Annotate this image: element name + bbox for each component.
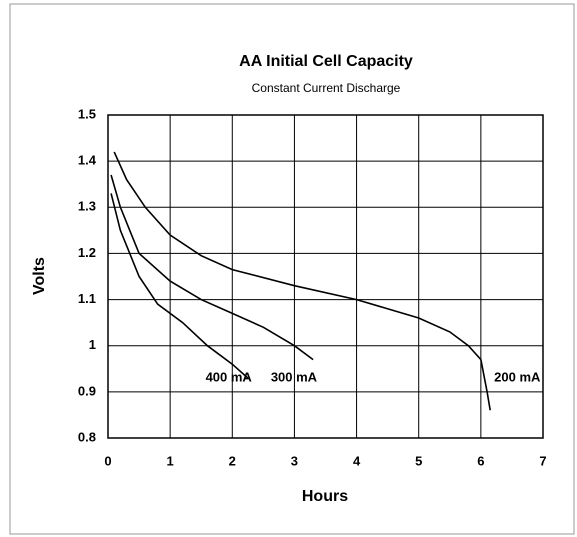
x-tick-label: 0 — [104, 453, 111, 468]
y-tick-label: 1.5 — [78, 106, 96, 121]
line-series — [110, 193, 249, 379]
plot-border — [107, 114, 544, 439]
x-tick-label: 6 — [477, 453, 484, 468]
y-tick-label: 0.9 — [78, 383, 96, 398]
series-label: 300 mA — [271, 369, 318, 384]
y-tick-label: 0.8 — [78, 429, 96, 444]
y-axis-label: Volts — [31, 257, 48, 295]
line-series — [110, 174, 314, 361]
y-tick-label: 1.1 — [78, 291, 96, 306]
y-tick-label: 1 — [89, 337, 96, 352]
series-label: 200 mA — [494, 369, 541, 384]
y-tick-label: 1.3 — [78, 199, 96, 214]
y-tick-label: 1.4 — [78, 153, 97, 168]
x-tick-label: 4 — [353, 453, 361, 468]
x-tick-label: 2 — [229, 453, 236, 468]
y-tick-label: 1.2 — [78, 245, 96, 260]
chart-subtitle: Constant Current Discharge — [252, 81, 401, 95]
line-series — [113, 151, 491, 411]
x-tick-label: 7 — [539, 453, 546, 468]
x-tick-label: 5 — [415, 453, 422, 468]
x-axis-label: Hours — [302, 488, 348, 505]
chart-title: AA Initial Cell Capacity — [239, 53, 413, 70]
series-label: 400 mA — [206, 369, 253, 384]
x-tick-label: 1 — [167, 453, 174, 468]
x-tick-label: 3 — [291, 453, 298, 468]
frame — [9, 3, 575, 535]
